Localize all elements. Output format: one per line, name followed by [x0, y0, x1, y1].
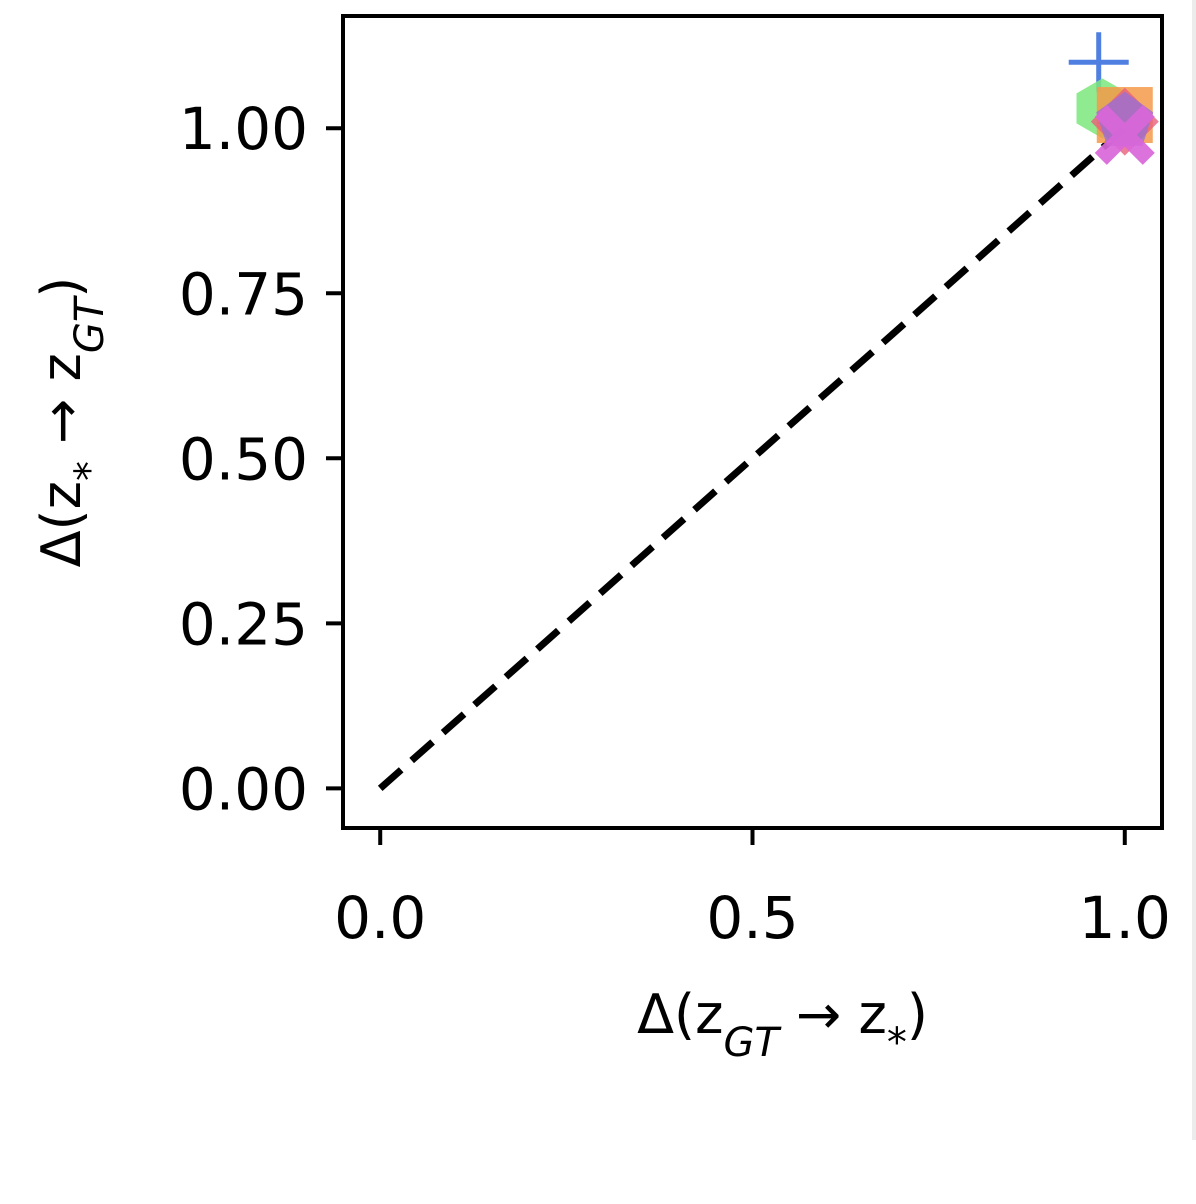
plot-frame: [341, 14, 1164, 830]
y-tick-label: 0.00: [179, 755, 308, 823]
y-tick-label: 0.25: [179, 590, 308, 658]
x-axis-label: Δ(zGT → z*): [637, 983, 928, 1066]
x-tick-label: 1.0: [1079, 884, 1171, 952]
reference-line: [377, 125, 1128, 792]
x-tick-label: 0.5: [706, 884, 798, 952]
x-axis: 0.0 0.5 1.0: [334, 828, 1171, 952]
y-axis-label: Δ(z* → zGT): [30, 277, 113, 568]
data-point-x-filled-5-0: [1094, 104, 1155, 165]
y-axis: 0.00 0.25 0.50 0.75 1.00: [179, 95, 343, 823]
x-tick-label: 0.0: [334, 884, 426, 952]
y-tick-label: 0.50: [179, 425, 308, 493]
plot-area: [377, 32, 1159, 792]
page-edge: [1192, 0, 1196, 1140]
y-tick-label: 1.00: [179, 95, 308, 163]
y-tick-label: 0.75: [179, 260, 308, 328]
